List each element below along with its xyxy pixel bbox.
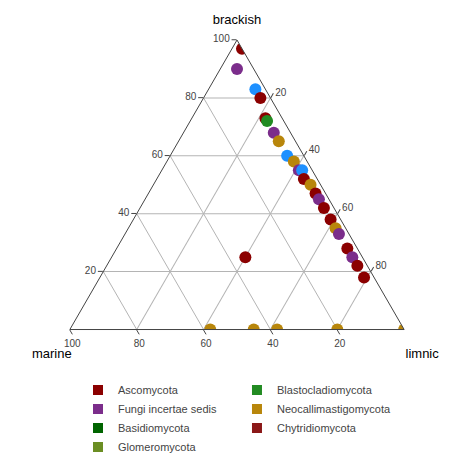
svg-text:100: 100 (213, 33, 230, 44)
svg-text:20: 20 (85, 265, 97, 276)
svg-text:40: 40 (267, 338, 279, 349)
svg-text:80: 80 (134, 338, 146, 349)
svg-text:100: 100 (64, 338, 81, 349)
svg-text:Blastocladiomycota: Blastocladiomycota (277, 384, 373, 396)
svg-text:Fungi incertae sedis: Fungi incertae sedis (118, 403, 217, 415)
svg-text:80: 80 (376, 260, 388, 271)
svg-text:40: 40 (309, 144, 321, 155)
svg-text:brackish: brackish (213, 12, 261, 27)
svg-text:60: 60 (152, 149, 164, 160)
svg-text:20: 20 (275, 87, 287, 98)
svg-text:Neocallimastigomycota: Neocallimastigomycota (277, 403, 391, 415)
svg-text:Glomeromycota: Glomeromycota (118, 441, 197, 453)
svg-text:40: 40 (118, 207, 130, 218)
svg-text:Basidiomycota: Basidiomycota (118, 422, 190, 434)
svg-text:60: 60 (342, 202, 354, 213)
svg-text:80: 80 (185, 91, 197, 102)
svg-text:60: 60 (201, 338, 213, 349)
svg-text:limnic: limnic (406, 346, 440, 361)
svg-text:20: 20 (334, 338, 346, 349)
svg-text:marine: marine (32, 346, 72, 361)
svg-text:Chytridiomycota: Chytridiomycota (277, 422, 357, 434)
svg-text:Ascomycota: Ascomycota (118, 384, 179, 396)
